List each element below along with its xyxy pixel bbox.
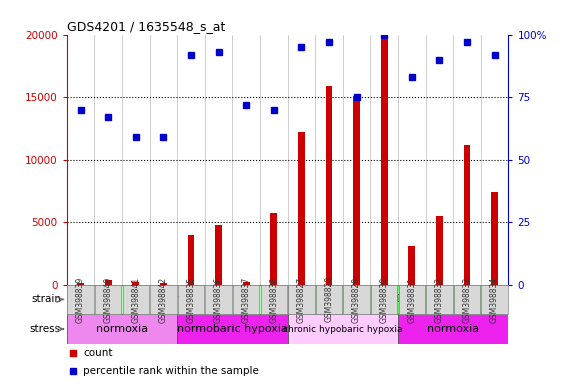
Text: GSM398829: GSM398829 — [352, 276, 361, 323]
Text: GSM398828: GSM398828 — [325, 276, 333, 323]
Text: GDS4201 / 1635548_s_at: GDS4201 / 1635548_s_at — [67, 20, 225, 33]
Bar — [298, 132, 305, 285]
Bar — [233, 285, 260, 314]
Bar — [398, 314, 508, 344]
Text: GSM398837: GSM398837 — [242, 276, 250, 323]
Bar — [436, 216, 443, 285]
Text: chronic hypobaric hypoxia: chronic hypobaric hypoxia — [283, 324, 403, 333]
Bar — [408, 246, 415, 285]
Text: GSM398841: GSM398841 — [131, 276, 140, 323]
Text: GSM398827: GSM398827 — [297, 276, 306, 323]
Text: GSM398830: GSM398830 — [380, 276, 389, 323]
Text: GSM398833: GSM398833 — [462, 276, 471, 323]
Bar — [288, 285, 508, 314]
Bar — [481, 285, 508, 314]
Text: wild type: wild type — [152, 295, 203, 305]
Bar — [491, 192, 498, 285]
Bar — [371, 285, 397, 314]
Text: GSM398832: GSM398832 — [435, 276, 444, 323]
Bar — [381, 36, 388, 285]
Bar — [325, 86, 332, 285]
Text: GSM398831: GSM398831 — [407, 276, 416, 323]
Bar — [67, 314, 177, 344]
Bar — [288, 314, 398, 344]
Bar — [178, 285, 205, 314]
Text: strain: strain — [31, 295, 61, 305]
Bar — [288, 285, 315, 314]
Bar — [206, 285, 232, 314]
Text: normoxia: normoxia — [427, 324, 479, 334]
Bar — [343, 285, 370, 314]
Text: GSM398840: GSM398840 — [104, 276, 113, 323]
Bar — [177, 314, 288, 344]
Text: count: count — [83, 348, 113, 358]
Bar — [123, 285, 149, 314]
Text: normobaric hypoxia: normobaric hypoxia — [177, 324, 288, 334]
Text: GSM398834: GSM398834 — [490, 276, 499, 323]
Bar — [160, 283, 167, 285]
Bar — [261, 285, 287, 314]
Text: normoxia: normoxia — [96, 324, 148, 334]
Text: percentile rank within the sample: percentile rank within the sample — [83, 366, 259, 376]
Bar — [270, 214, 277, 285]
Text: dmDys: dmDys — [379, 295, 417, 305]
Bar — [95, 285, 121, 314]
Bar — [316, 285, 342, 314]
Bar — [77, 283, 84, 285]
Bar — [67, 285, 94, 314]
Bar — [243, 282, 250, 285]
Text: GSM398835: GSM398835 — [187, 276, 195, 323]
Bar — [105, 280, 112, 285]
Bar — [188, 235, 195, 285]
Bar — [353, 96, 360, 285]
Text: GSM398839: GSM398839 — [76, 276, 85, 323]
Text: GSM398842: GSM398842 — [159, 276, 168, 323]
Text: stress: stress — [30, 324, 61, 334]
Bar — [215, 225, 222, 285]
Bar — [426, 285, 453, 314]
Bar — [399, 285, 425, 314]
Text: GSM398838: GSM398838 — [270, 276, 278, 323]
Bar — [132, 282, 139, 285]
Text: GSM398836: GSM398836 — [214, 276, 223, 323]
Bar — [454, 285, 480, 314]
Bar — [150, 285, 177, 314]
Bar — [67, 285, 288, 314]
Bar — [464, 145, 471, 285]
